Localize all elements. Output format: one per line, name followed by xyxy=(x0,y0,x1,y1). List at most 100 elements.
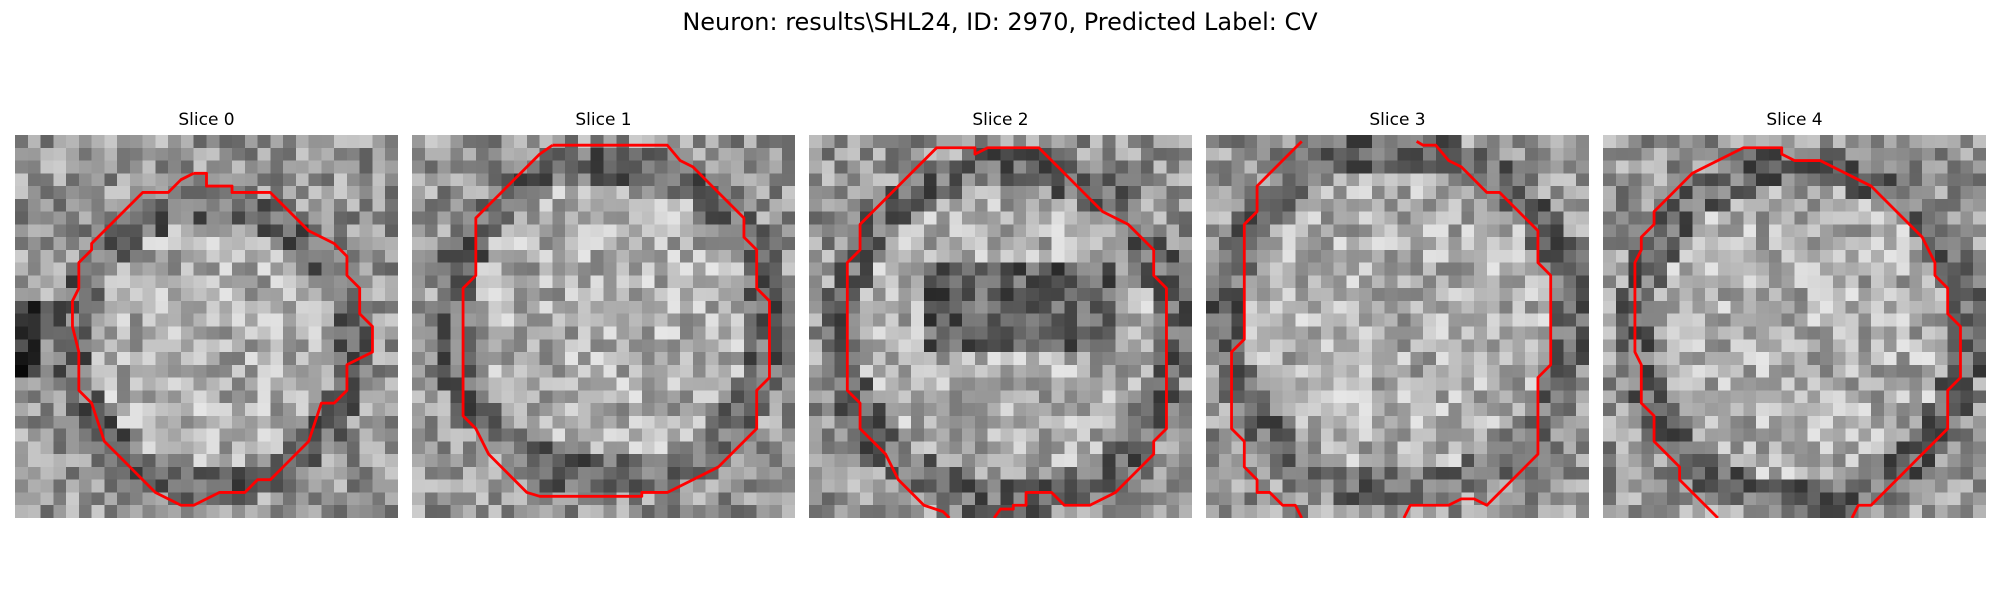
pixel xyxy=(1371,441,1385,455)
pixel xyxy=(987,492,1001,506)
pixel xyxy=(1064,288,1078,302)
pixel xyxy=(565,288,579,302)
pixel xyxy=(1832,275,1846,289)
pixel xyxy=(565,275,579,289)
pixel xyxy=(834,186,848,200)
pixel xyxy=(1461,262,1475,276)
pixel xyxy=(987,262,1001,276)
pixel xyxy=(1845,237,1859,251)
pixel xyxy=(359,224,373,238)
pixel xyxy=(718,326,732,340)
pixel xyxy=(1832,262,1846,276)
pixel xyxy=(782,237,795,251)
pixel xyxy=(1896,173,1910,187)
pixel xyxy=(359,300,373,314)
pixel xyxy=(1089,454,1103,468)
pixel xyxy=(1038,428,1052,442)
pixel xyxy=(1000,135,1014,149)
pixel xyxy=(1000,249,1014,263)
pixel xyxy=(244,300,258,314)
pixel xyxy=(577,249,591,263)
pixel xyxy=(321,160,335,174)
slice-panel-3: Slice 3 xyxy=(1206,110,1589,518)
slice-image-1 xyxy=(412,135,795,518)
pixel xyxy=(1615,339,1629,353)
pixel xyxy=(667,352,681,366)
pixel xyxy=(1909,186,1923,200)
pixel xyxy=(1051,313,1065,327)
pixel xyxy=(1499,428,1513,442)
pixel xyxy=(295,505,309,518)
pixel xyxy=(501,237,515,251)
pixel xyxy=(1499,339,1513,353)
pixel xyxy=(1896,147,1910,161)
pixel xyxy=(1807,160,1821,174)
pixel xyxy=(53,160,67,174)
pixel xyxy=(501,313,515,327)
pixel xyxy=(346,441,360,455)
pixel xyxy=(244,415,258,429)
pixel xyxy=(104,339,118,353)
pixel xyxy=(1026,352,1040,366)
pixel xyxy=(1525,147,1539,161)
pixel xyxy=(1781,390,1795,404)
pixel xyxy=(718,224,732,238)
pixel xyxy=(1794,428,1808,442)
pixel xyxy=(1934,377,1948,391)
pixel xyxy=(514,352,528,366)
pixel xyxy=(539,313,553,327)
pixel xyxy=(1807,364,1821,378)
pixel xyxy=(769,390,783,404)
pixel xyxy=(270,454,284,468)
pixel xyxy=(1654,326,1668,340)
pixel xyxy=(1257,390,1271,404)
pixel xyxy=(1781,505,1795,518)
pixel xyxy=(1883,454,1897,468)
pixel xyxy=(1089,415,1103,429)
pixel xyxy=(91,173,105,187)
pixel xyxy=(1973,198,1986,212)
pixel xyxy=(756,300,770,314)
pixel xyxy=(1768,352,1782,366)
pixel xyxy=(1922,313,1936,327)
pixel xyxy=(641,339,655,353)
pixel xyxy=(180,237,194,251)
pixel xyxy=(1922,275,1936,289)
pixel xyxy=(552,415,566,429)
pixel xyxy=(577,339,591,353)
pixel xyxy=(603,454,617,468)
pixel xyxy=(847,364,861,378)
pixel xyxy=(1000,441,1014,455)
pixel xyxy=(705,211,719,225)
pixel xyxy=(450,237,464,251)
pixel xyxy=(1730,300,1744,314)
pixel xyxy=(1384,352,1398,366)
pixel xyxy=(1820,313,1834,327)
pixel xyxy=(1448,147,1462,161)
pixel xyxy=(372,288,386,302)
pixel xyxy=(1000,403,1014,417)
pixel xyxy=(692,352,706,366)
pixel xyxy=(1781,135,1795,149)
pixel xyxy=(1269,377,1283,391)
pixel xyxy=(283,160,297,174)
pixel xyxy=(1295,352,1309,366)
pixel xyxy=(1832,249,1846,263)
pixel xyxy=(616,377,630,391)
pixel xyxy=(847,492,861,506)
pixel xyxy=(1603,313,1617,327)
pixel xyxy=(321,198,335,212)
pixel xyxy=(847,198,861,212)
pixel xyxy=(923,326,937,340)
pixel xyxy=(1000,262,1014,276)
pixel xyxy=(1359,377,1373,391)
pixel xyxy=(1244,160,1258,174)
pixel xyxy=(1973,135,1986,149)
pixel xyxy=(1435,390,1449,404)
pixel xyxy=(718,339,732,353)
pixel xyxy=(1537,147,1551,161)
pixel xyxy=(437,300,451,314)
pixel xyxy=(1730,249,1744,263)
pixel xyxy=(860,135,874,149)
pixel xyxy=(1371,479,1385,493)
